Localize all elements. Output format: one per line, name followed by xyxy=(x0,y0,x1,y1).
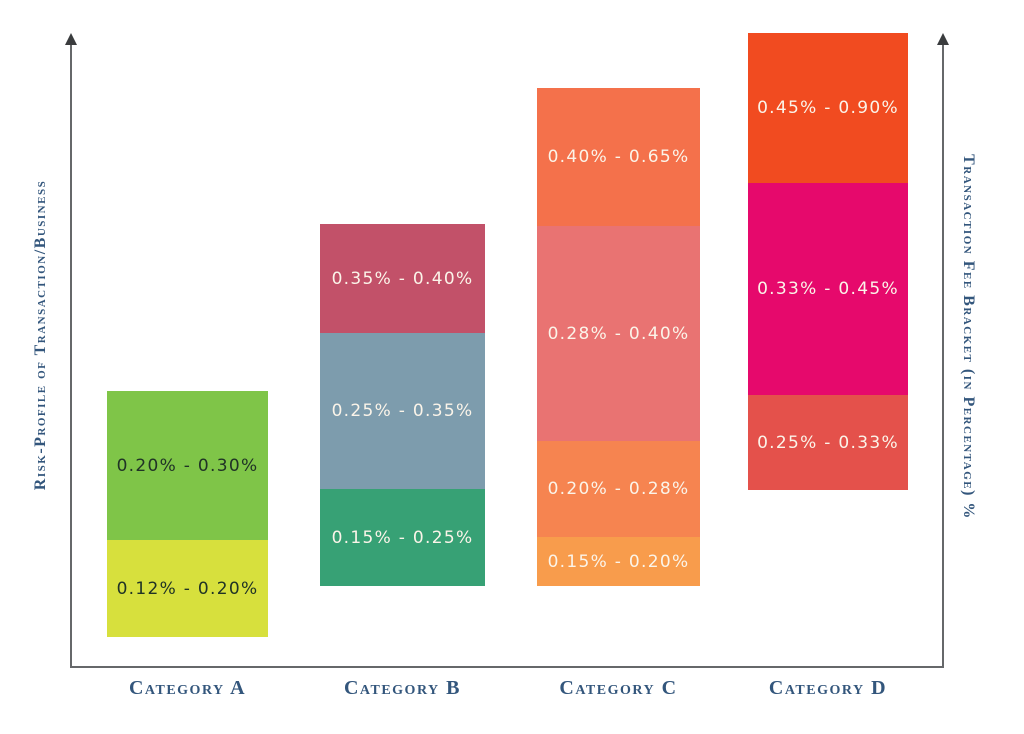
segment-label: 0.35% - 0.40% xyxy=(331,268,474,289)
segment-label: 0.25% - 0.33% xyxy=(757,432,899,453)
segment-label: 0.12% - 0.20% xyxy=(116,578,259,599)
x-axis-line xyxy=(70,666,944,668)
segment-category-b-1: 0.25% - 0.35% xyxy=(320,333,485,489)
y-axis-left-arrow-icon xyxy=(65,33,77,45)
segment-category-c-1: 0.28% - 0.40% xyxy=(537,226,700,441)
x-axis-category-label-category-b: Category B xyxy=(343,676,462,699)
bar-category-a: 0.20% - 0.30% 0.12% - 0.20% xyxy=(107,391,268,637)
segment-category-a-1: 0.12% - 0.20% xyxy=(107,540,268,637)
bar-category-d: 0.45% - 0.90% 0.33% - 0.45% 0.25% - 0.33% xyxy=(748,33,908,490)
segment-category-b-0: 0.35% - 0.40% xyxy=(320,224,485,333)
x-axis-category-label-category-d: Category D xyxy=(768,676,888,699)
segment-category-d-1: 0.33% - 0.45% xyxy=(748,183,908,395)
segment-category-c-3: 0.15% - 0.20% xyxy=(537,537,700,586)
segment-label: 0.20% - 0.28% xyxy=(547,479,690,499)
segment-label: 0.25% - 0.35% xyxy=(331,401,474,421)
segment-label: 0.20% - 0.30% xyxy=(116,455,259,476)
segment-label: 0.15% - 0.25% xyxy=(331,527,474,548)
segment-label: 0.33% - 0.45% xyxy=(757,279,899,299)
segment-label: 0.40% - 0.65% xyxy=(547,147,690,167)
x-axis-category-label-category-c: Category C xyxy=(559,676,678,699)
x-axis-category-label-category-a: Category A xyxy=(128,676,247,699)
y-axis-right-label: Transaction Fee Bracket (in Percentage) … xyxy=(960,154,977,520)
bar-category-b: 0.35% - 0.40% 0.25% - 0.35% 0.15% - 0.25% xyxy=(320,224,485,586)
segment-category-d-2: 0.25% - 0.33% xyxy=(748,395,908,490)
bar-category-c: 0.40% - 0.65% 0.28% - 0.40% 0.20% - 0.28% 0… xyxy=(537,88,700,586)
segment-category-a-0: 0.20% - 0.30% xyxy=(107,391,268,540)
segment-label: 0.45% - 0.90% xyxy=(757,98,899,118)
y-axis-right-arrow-icon xyxy=(937,33,949,45)
y-axis-left-line xyxy=(70,40,72,668)
segment-label: 0.28% - 0.40% xyxy=(547,323,690,344)
y-axis-right-line xyxy=(942,40,944,668)
segment-category-d-0: 0.45% - 0.90% xyxy=(748,33,908,183)
segment-category-c-0: 0.40% - 0.65% xyxy=(537,88,700,226)
y-axis-left-label: Risk-Profile of Transaction/Business xyxy=(32,179,49,491)
segment-category-c-2: 0.20% - 0.28% xyxy=(537,441,700,537)
segment-label: 0.15% - 0.20% xyxy=(547,551,690,572)
segment-category-b-2: 0.15% - 0.25% xyxy=(320,489,485,586)
